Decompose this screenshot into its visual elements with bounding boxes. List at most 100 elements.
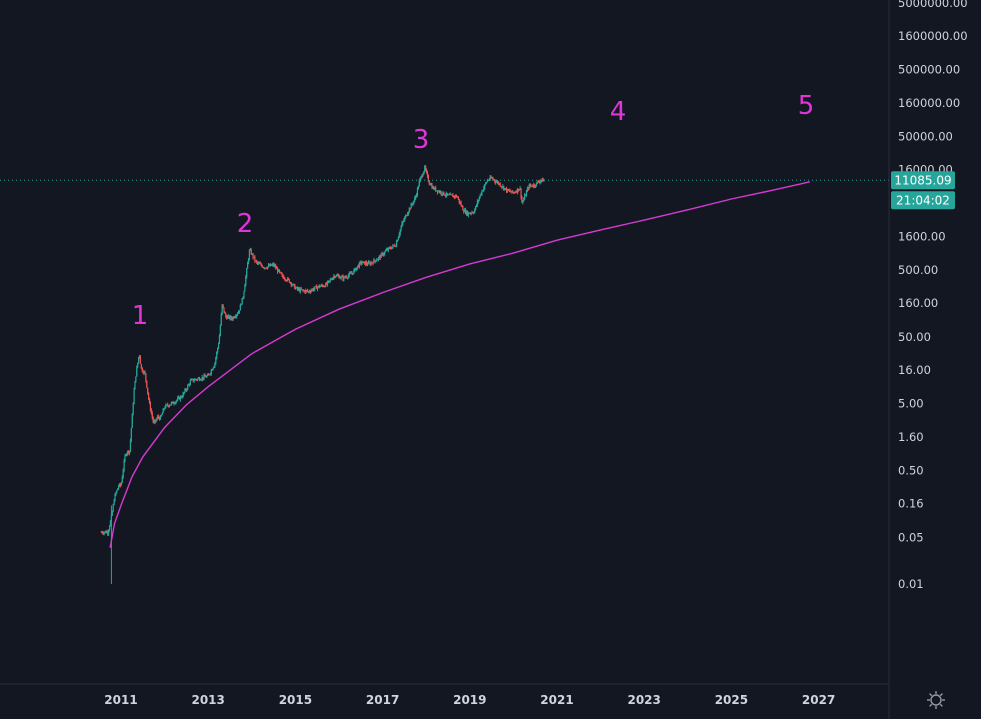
candle-body [505, 188, 508, 192]
candle-body [128, 450, 131, 453]
candle-body [448, 194, 450, 196]
candle-body [109, 520, 112, 527]
candle-body [150, 410, 152, 413]
candle-body [358, 262, 360, 268]
candle-body [224, 312, 226, 314]
candle-body [485, 182, 488, 184]
candle-body [502, 186, 504, 188]
candle-body [154, 420, 156, 423]
candle-body [515, 191, 518, 193]
candle-body [126, 453, 128, 455]
candle-body [221, 304, 223, 315]
candle-body [435, 187, 437, 191]
candle-body [356, 267, 358, 271]
candle-body [460, 202, 462, 206]
candle-body [362, 261, 364, 263]
candle-body [496, 181, 499, 183]
candle-body [291, 284, 293, 286]
candle-body [276, 268, 278, 269]
candle-body [371, 262, 373, 264]
candle-body [303, 290, 305, 292]
candle-body [524, 195, 526, 200]
candle-body [265, 267, 267, 269]
candle-body [230, 316, 232, 319]
candle-body [514, 192, 516, 194]
candle-body [521, 197, 523, 203]
candle-body [348, 273, 350, 276]
x-tick-label: 2015 [279, 693, 312, 707]
candle-body [220, 314, 222, 326]
candle-body [304, 290, 306, 293]
candle-body [542, 178, 544, 182]
candle-body [141, 368, 143, 372]
candle-body [169, 404, 172, 406]
candle-body [207, 374, 210, 376]
candle-body [365, 262, 367, 265]
candle-body [199, 379, 201, 381]
candle-body [497, 181, 499, 184]
x-axis[interactable]: 2011 2013 2015 2017 2019 2021 2023 2025 2027 [104, 693, 835, 707]
candle-body [537, 181, 539, 183]
candle-body [132, 403, 134, 414]
y-tick-label: 1600.00 [898, 229, 946, 243]
candle-body [514, 191, 517, 193]
candle-body [418, 180, 420, 187]
candle-body [317, 285, 320, 287]
candle-body [320, 285, 322, 287]
candle-body [312, 289, 314, 291]
candle-body [406, 214, 409, 216]
candle-body [196, 379, 198, 381]
candle-body [417, 186, 419, 189]
y-axis[interactable]: 5000000.00 1600000.00 500000.00 160000.00 50… [898, 0, 968, 591]
candle-body [310, 290, 312, 292]
candle-body [253, 256, 255, 258]
candle-body [543, 180, 545, 182]
candle-body [478, 197, 480, 201]
candle-body [180, 396, 182, 398]
candle-body [427, 175, 429, 182]
candle-body [179, 396, 182, 400]
settings-icon[interactable] [927, 691, 945, 709]
y-tick-label: 160.00 [898, 296, 938, 310]
candle-body [356, 265, 359, 268]
candle-body [176, 400, 178, 402]
x-tick-label: 2013 [191, 693, 224, 707]
candle-body [200, 379, 202, 381]
candle-body [479, 194, 481, 198]
candle-body [538, 182, 540, 183]
candle-body [111, 511, 113, 516]
candle-body [306, 290, 309, 292]
candle-body [366, 263, 369, 265]
candle-body [281, 274, 283, 276]
y-tick-label: 50.00 [898, 330, 931, 344]
candle-body [540, 180, 542, 182]
candle-body [272, 263, 274, 265]
candle-body [363, 261, 365, 263]
candle-body [476, 201, 479, 206]
candle-body [461, 205, 463, 207]
candle-body [127, 450, 129, 454]
x-tick-label: 2017 [366, 693, 399, 707]
candle-body [445, 195, 447, 197]
candle-body [146, 380, 148, 388]
candle-body [421, 176, 423, 177]
candle-body [136, 367, 138, 377]
candle-body [403, 220, 405, 222]
candle-body [472, 212, 474, 214]
countdown-value: 21:04:02 [896, 194, 950, 208]
candle-body [231, 318, 233, 320]
candle-body [438, 190, 440, 193]
candle-body [464, 209, 466, 212]
x-tick-label: 2025 [715, 693, 748, 707]
candle-body [354, 268, 356, 271]
candle-body [510, 191, 512, 193]
wave-label: 5 [798, 91, 815, 121]
candle-body [372, 262, 374, 264]
candle-body [512, 190, 514, 193]
candle-body [112, 504, 114, 512]
candle-body [345, 277, 347, 278]
candle-body [405, 215, 408, 217]
candle-body [147, 387, 149, 394]
candle-body [433, 187, 435, 190]
